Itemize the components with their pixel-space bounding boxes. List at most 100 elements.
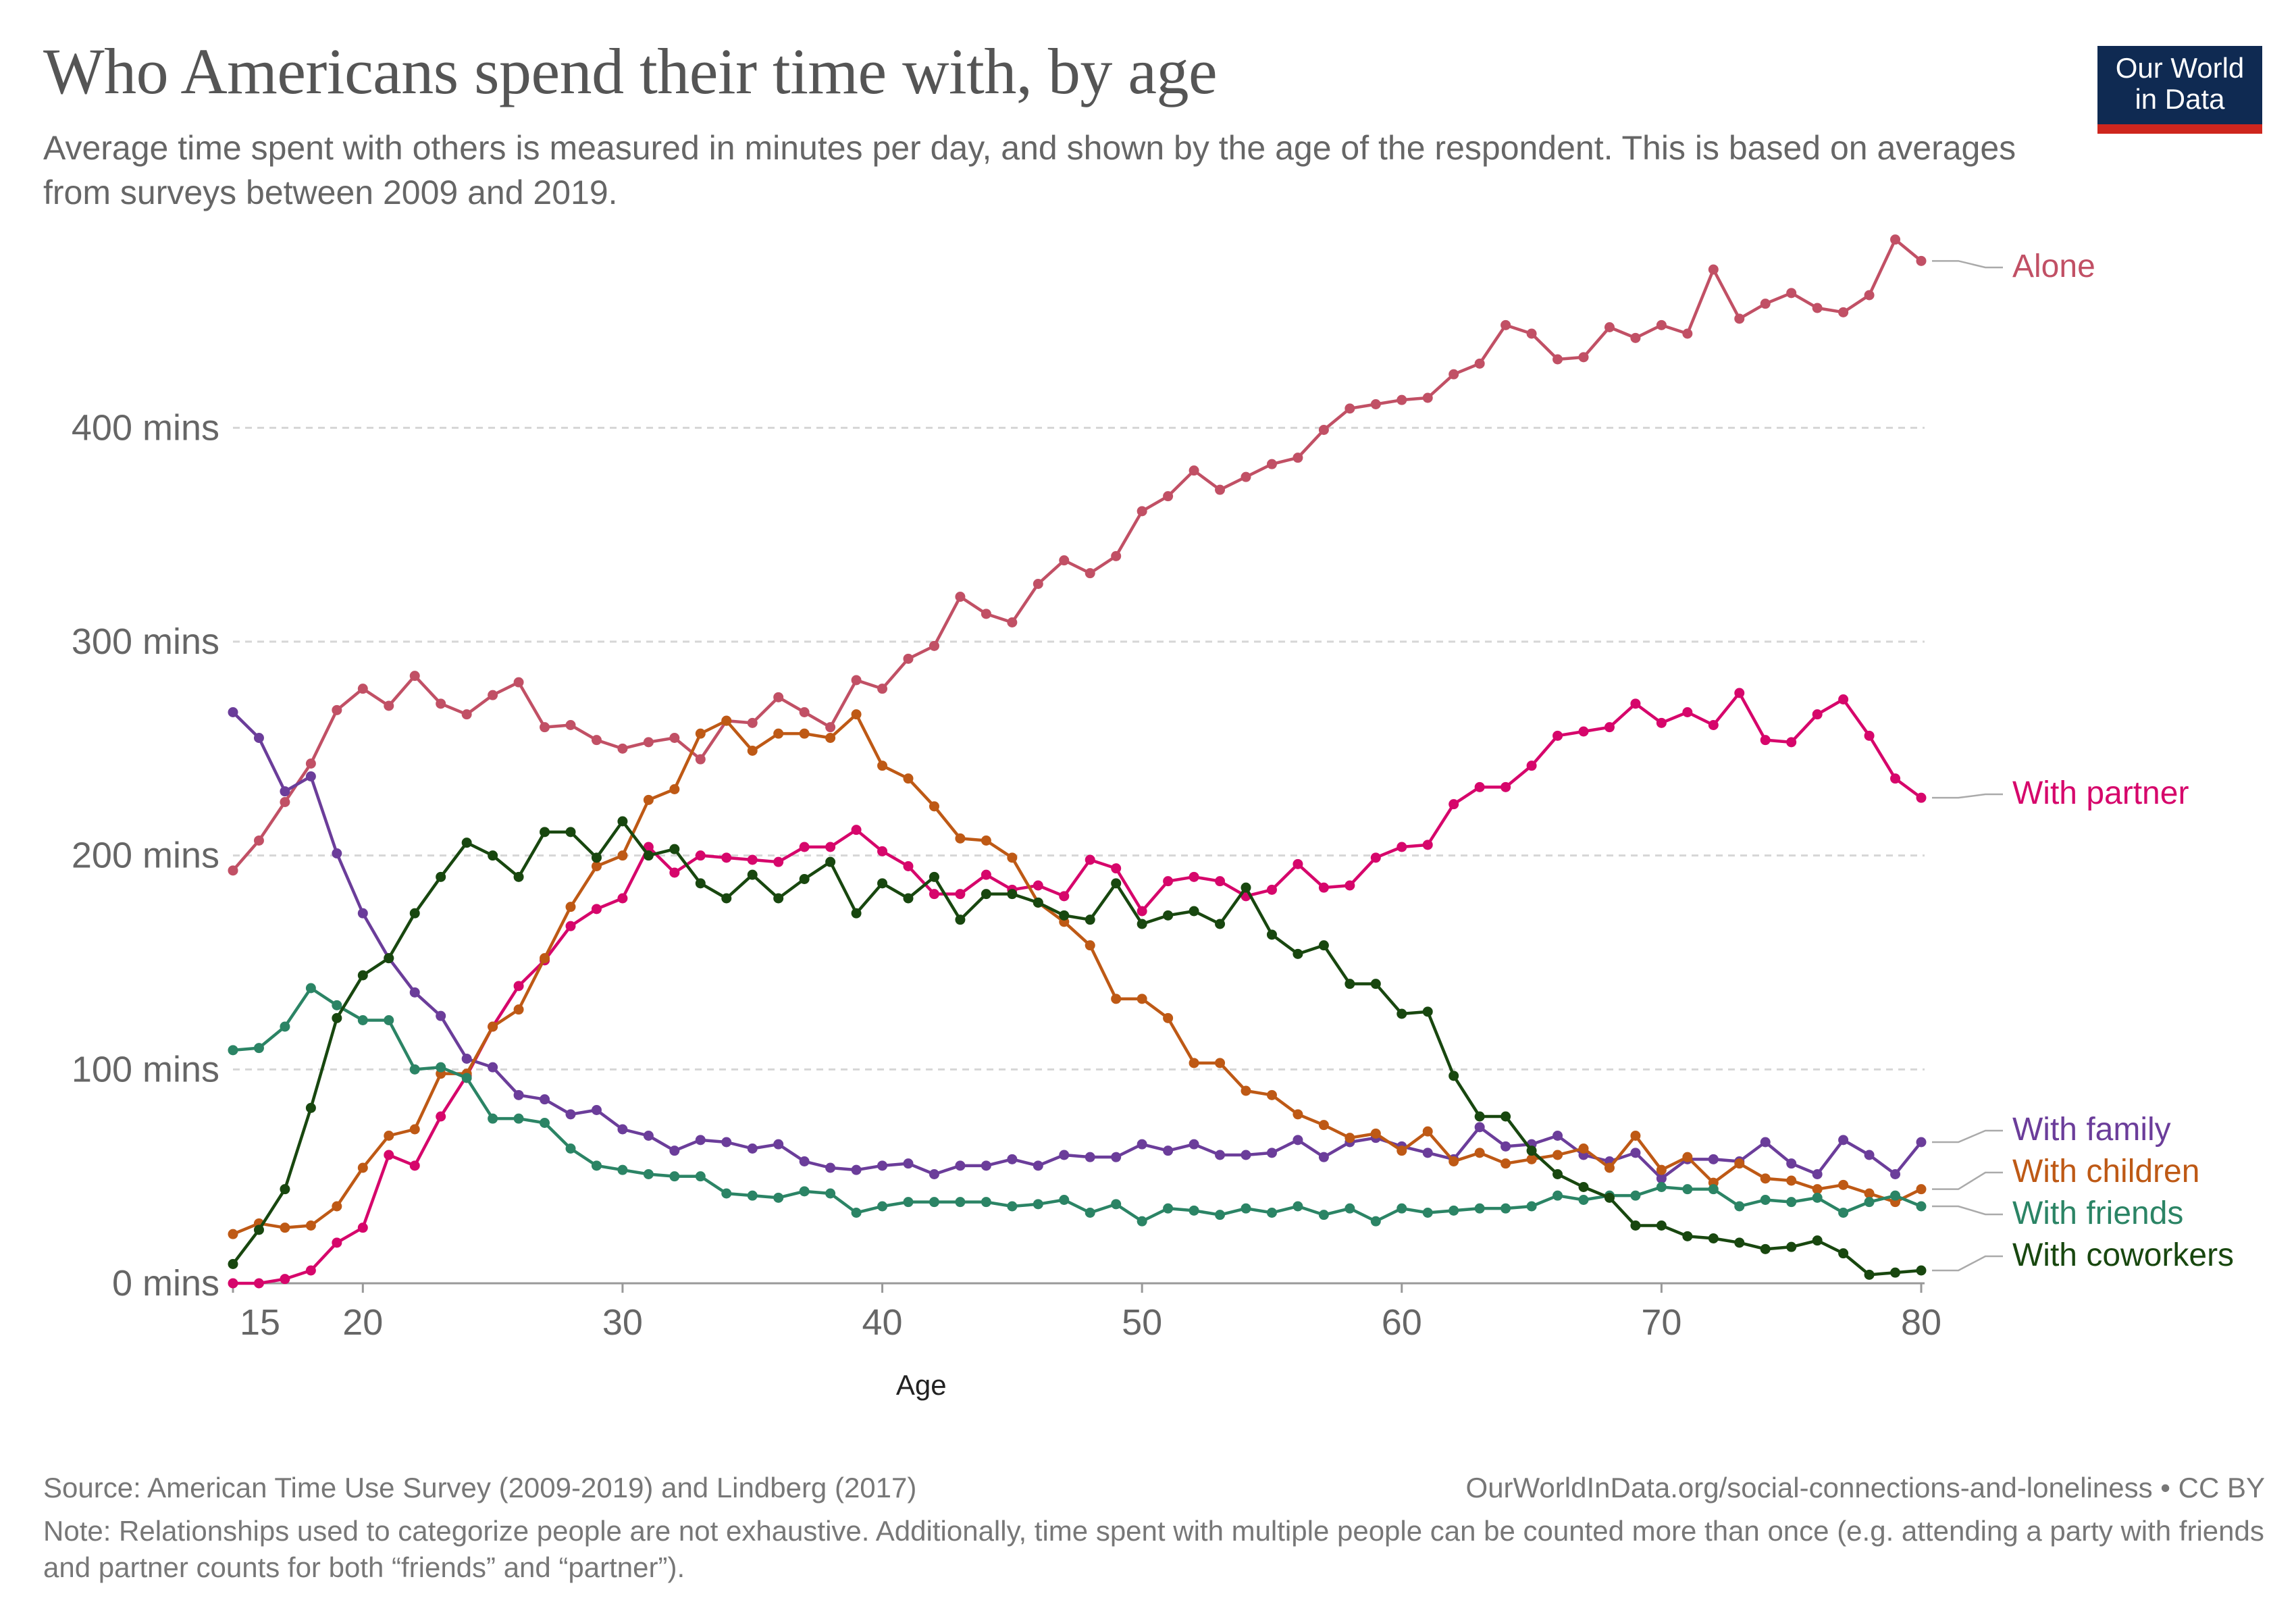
- data-point: [1864, 1188, 1875, 1199]
- data-point: [1916, 792, 1927, 803]
- data-point: [1085, 568, 1095, 579]
- data-point: [513, 677, 524, 688]
- data-point: [1734, 688, 1745, 698]
- data-point: [1266, 884, 1277, 895]
- data-point: [1137, 1139, 1147, 1150]
- data-point: [1111, 550, 1122, 561]
- data-point: [1397, 842, 1407, 852]
- data-point: [1241, 882, 1251, 893]
- y-tick-label: 100 mins: [72, 1049, 219, 1089]
- data-point: [436, 1010, 446, 1021]
- series-label: With coworkers: [2012, 1237, 2234, 1273]
- data-point: [1786, 737, 1797, 748]
- data-point: [1501, 1158, 1511, 1169]
- data-point: [877, 1201, 888, 1212]
- data-point: [1630, 1131, 1641, 1141]
- data-point: [617, 816, 628, 827]
- data-point: [1708, 1233, 1719, 1243]
- data-point: [1682, 328, 1693, 339]
- data-point: [280, 1223, 290, 1233]
- data-point: [773, 856, 784, 867]
- series-line: [232, 713, 1922, 1236]
- data-point: [1812, 1184, 1823, 1195]
- data-point: [1059, 891, 1070, 902]
- series-labels: Alone With partner With family With childre…: [1932, 249, 2234, 1273]
- data-point: [1345, 880, 1355, 891]
- data-point: [747, 1143, 758, 1154]
- data-point: [1215, 919, 1226, 929]
- data-point: [1708, 1184, 1719, 1195]
- data-point: [1760, 1137, 1771, 1148]
- data-point: [851, 1208, 862, 1218]
- data-point: [1812, 303, 1823, 313]
- data-point: [1656, 1182, 1667, 1192]
- data-point: [1708, 264, 1719, 275]
- data-point: [1553, 1150, 1563, 1160]
- data-point: [1501, 1203, 1511, 1214]
- data-point: [799, 1186, 810, 1197]
- data-point: [436, 1111, 446, 1122]
- data-point: [1656, 1173, 1667, 1184]
- data-point: [1656, 1164, 1667, 1175]
- data-point: [903, 1158, 914, 1169]
- data-point: [1137, 919, 1147, 929]
- series-with-family: [228, 707, 1927, 1184]
- series-label: With family: [2012, 1112, 2171, 1148]
- data-point: [1501, 1141, 1511, 1152]
- data-point: [1916, 1265, 1927, 1276]
- data-point: [461, 1054, 472, 1064]
- series-with-children: [228, 709, 1927, 1239]
- data-point: [1422, 1006, 1433, 1017]
- label-leader-line: [1932, 1255, 2003, 1272]
- data-point: [409, 1064, 420, 1075]
- data-point: [1033, 1199, 1043, 1210]
- data-point: [1474, 1203, 1485, 1214]
- data-point: [955, 1197, 966, 1208]
- data-point: [513, 871, 524, 882]
- data-point: [929, 889, 939, 900]
- data-point: [332, 1000, 342, 1010]
- data-point: [1215, 1058, 1226, 1069]
- data-point: [877, 761, 888, 771]
- data-point: [825, 856, 836, 867]
- data-point: [955, 915, 966, 925]
- data-point: [357, 1162, 368, 1173]
- data-point: [643, 1131, 654, 1141]
- data-point: [617, 850, 628, 861]
- data-point: [929, 1169, 939, 1179]
- data-point: [1553, 730, 1563, 741]
- data-point: [1318, 425, 1329, 435]
- data-point: [1085, 915, 1095, 925]
- data-point: [1163, 1203, 1174, 1214]
- source-url[interactable]: OurWorldInData.org/social-connections-an…: [1465, 1472, 2265, 1503]
- data-point: [903, 1197, 914, 1208]
- data-point: [591, 904, 602, 915]
- data-point: [929, 1197, 939, 1208]
- data-point: [1241, 1085, 1251, 1096]
- data-point: [1345, 979, 1355, 989]
- data-point: [695, 1171, 706, 1182]
- data-point: [1734, 1201, 1745, 1212]
- data-point: [565, 1143, 576, 1154]
- data-point: [877, 878, 888, 889]
- series-with-partner: [228, 688, 1927, 1289]
- data-point: [1293, 1201, 1303, 1212]
- data-point: [1526, 1146, 1537, 1156]
- data-point: [384, 1015, 394, 1025]
- data-point: [1682, 1184, 1693, 1195]
- data-point: [1812, 1169, 1823, 1179]
- y-axis-ticks: 0 mins 100 mins 200 mins 300 mins 400 mins: [72, 407, 219, 1304]
- data-point: [1553, 1169, 1563, 1179]
- data-point: [436, 1062, 446, 1073]
- data-point: [1553, 1131, 1563, 1141]
- data-point: [1370, 1216, 1381, 1227]
- data-point: [1215, 484, 1226, 495]
- data-point: [1137, 1216, 1147, 1227]
- data-point: [1760, 1195, 1771, 1205]
- data-point: [1111, 863, 1122, 874]
- data-point: [981, 1197, 991, 1208]
- series-line: [232, 711, 1923, 1181]
- data-point: [228, 1278, 238, 1289]
- owid-logo[interactable]: Our World in Data: [2097, 46, 2262, 134]
- series-label: With friends: [2012, 1195, 2183, 1231]
